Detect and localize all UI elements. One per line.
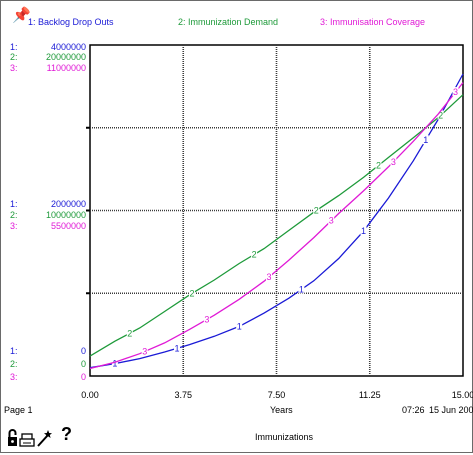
pin-icon[interactable]: 📌 bbox=[12, 7, 31, 24]
y-prefix-2-top: 2: bbox=[10, 52, 18, 62]
timestamp-date: 15 Jun 2007 bbox=[429, 405, 473, 415]
print-icon[interactable] bbox=[19, 433, 35, 447]
series-marker-2: 2 bbox=[189, 288, 194, 298]
y-value-1-top: 4000000 bbox=[50, 42, 86, 52]
series-marker-2: 2 bbox=[314, 206, 319, 216]
chart-title: Immunizations bbox=[255, 432, 314, 442]
series-marker-bg bbox=[298, 284, 305, 294]
series-marker-bg bbox=[452, 87, 459, 97]
lock-icon[interactable] bbox=[8, 429, 17, 446]
graph-toolbar bbox=[6, 426, 86, 450]
y-value-2-bottom: 0 bbox=[80, 359, 86, 369]
y-prefix-2-bottom: 2: bbox=[10, 359, 18, 369]
series-marker-3: 3 bbox=[142, 347, 147, 357]
x-tick-label: 7.50 bbox=[268, 390, 286, 400]
legend-backlog-drop-outs: 1: Backlog Drop Outs bbox=[28, 17, 114, 27]
x-tick-label: 15.00 bbox=[452, 390, 473, 400]
series-marker-1: 1 bbox=[175, 343, 180, 353]
y-prefix-3-bottom: 3: bbox=[10, 372, 18, 382]
help-icon[interactable]: ? bbox=[61, 424, 72, 444]
series-marker-2: 2 bbox=[127, 328, 132, 338]
series-marker-3: 3 bbox=[204, 314, 209, 324]
series-marker-bg bbox=[313, 205, 320, 215]
series-marker-bg bbox=[203, 314, 210, 324]
series-marker-bg bbox=[126, 328, 133, 338]
series-marker-bg bbox=[375, 160, 382, 170]
series-line-1 bbox=[89, 73, 464, 369]
y-value-1-mid: 2000000 bbox=[50, 199, 86, 209]
x-axis-label: Years bbox=[270, 405, 293, 415]
y-prefix-3-top: 3: bbox=[10, 63, 18, 73]
series-marker-1: 1 bbox=[361, 226, 366, 236]
series-marker-bg bbox=[422, 135, 429, 145]
y-prefix-1-mid: 1: bbox=[10, 199, 18, 209]
series-marker-bg bbox=[236, 321, 243, 331]
y-value-3-top: 11000000 bbox=[46, 63, 86, 73]
wand-icon[interactable] bbox=[37, 430, 52, 447]
series-marker-3: 3 bbox=[329, 216, 334, 226]
series-marker-bg bbox=[437, 110, 444, 120]
legend-immunisation-coverage: 3: Immunisation Coverage bbox=[320, 17, 426, 27]
y-prefix-3-mid: 3: bbox=[10, 221, 18, 231]
series-marker-bg bbox=[390, 156, 397, 166]
x-tick-label: 11.25 bbox=[359, 390, 381, 400]
series-marker-3: 3 bbox=[391, 157, 396, 167]
series-marker-bg bbox=[188, 288, 195, 298]
legend-immunization-demand: 2: Immunization Demand bbox=[178, 17, 279, 27]
series-marker-3: 3 bbox=[453, 87, 458, 97]
series-marker-2: 2 bbox=[376, 160, 381, 170]
series-marker-1: 1 bbox=[423, 135, 428, 145]
y-value-2-top: 20000000 bbox=[45, 52, 86, 62]
y-value-3-bottom: 0 bbox=[80, 372, 86, 382]
y-prefix-1-bottom: 1: bbox=[10, 346, 18, 356]
series-line-2 bbox=[89, 94, 464, 357]
y-prefix-2-mid: 2: bbox=[10, 210, 18, 220]
y-value-2-mid: 10000000 bbox=[45, 210, 86, 220]
series-marker-1: 1 bbox=[112, 359, 117, 369]
y-prefix-1-top: 1: bbox=[10, 42, 18, 52]
timestamp-time: 07:26 bbox=[402, 405, 425, 415]
series-marker-bg bbox=[111, 358, 118, 368]
page-label: Page 1 bbox=[4, 405, 33, 415]
series-marker-bg bbox=[251, 249, 258, 259]
x-tick-label: 0.00 bbox=[81, 390, 99, 400]
series-marker-bg bbox=[266, 272, 273, 282]
series-marker-bg bbox=[141, 346, 148, 356]
series-line-3 bbox=[89, 82, 464, 370]
series-marker-bg bbox=[328, 215, 335, 225]
y-value-3-mid: 5500000 bbox=[50, 221, 86, 231]
series-marker-bg bbox=[360, 226, 367, 236]
toolbar-icons bbox=[8, 429, 52, 447]
series-marker-1: 1 bbox=[237, 321, 242, 331]
y-value-1-bottom: 0 bbox=[80, 346, 86, 356]
series-marker-2: 2 bbox=[252, 250, 257, 260]
series-marker-1: 1 bbox=[299, 285, 304, 295]
x-tick-label: 3.75 bbox=[174, 390, 192, 400]
series-marker-bg bbox=[174, 343, 181, 353]
series-marker-3: 3 bbox=[267, 272, 272, 282]
series-marker-2: 2 bbox=[438, 111, 443, 121]
